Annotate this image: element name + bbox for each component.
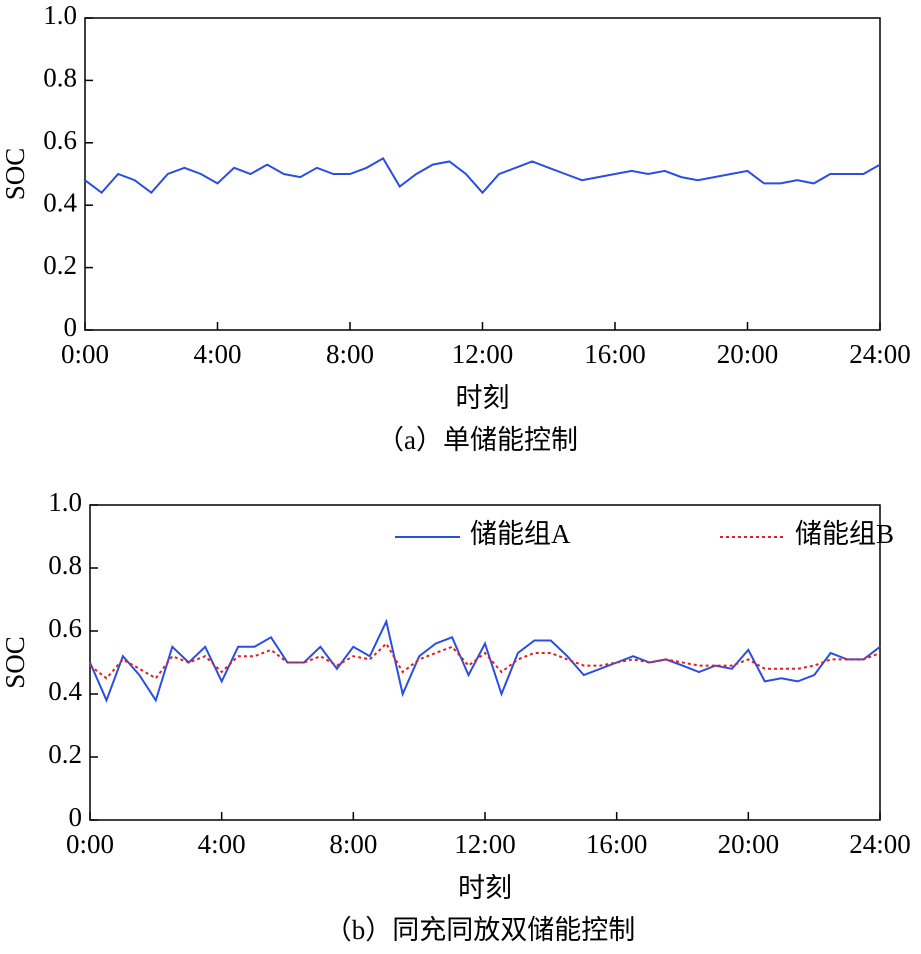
x-tick-label: 20:00 bbox=[717, 339, 779, 369]
legend-label: 储能组B bbox=[795, 519, 894, 549]
x-tick-label: 8:00 bbox=[329, 829, 377, 859]
caption: （b）同充同放双储能控制 bbox=[325, 915, 636, 945]
plot-frame bbox=[84, 17, 881, 331]
x-tick-label: 0:00 bbox=[61, 339, 109, 369]
plot-frame bbox=[89, 504, 881, 821]
x-tick-label: 24:00 bbox=[849, 339, 911, 369]
panel: 0 0.2 0.4 0.6 0.8 1.0 0:00 4:00 8:00 12:00 16:00 20… bbox=[0, 487, 911, 945]
panel: 0 0.2 0.4 0.6 0.8 1.0 0:00 4:00 8:00 12:00 16:00 20… bbox=[0, 0, 911, 455]
y-tick-label: 1.0 bbox=[48, 487, 82, 517]
data-line bbox=[89, 618, 881, 703]
legend-label: 储能组A bbox=[470, 519, 571, 549]
data-line bbox=[84, 157, 881, 195]
y-tick-label: 0.2 bbox=[43, 250, 77, 280]
y-tick-label: 1.0 bbox=[43, 0, 77, 30]
x-tick-label: 20:00 bbox=[718, 829, 780, 859]
x-tick-label: 16:00 bbox=[586, 829, 648, 859]
x-tick-label: 16:00 bbox=[584, 339, 646, 369]
y-tick-label: 0.8 bbox=[43, 63, 77, 93]
x-axis-label: 时刻 bbox=[456, 383, 510, 413]
y-tick-label: 0.6 bbox=[43, 125, 77, 155]
y-tick-label: 0 bbox=[64, 312, 78, 342]
caption: （a）单储能控制 bbox=[377, 425, 578, 455]
x-tick-label: 8:00 bbox=[326, 339, 374, 369]
x-tick-label: 12:00 bbox=[454, 829, 516, 859]
x-tick-label: 24:00 bbox=[849, 829, 911, 859]
x-tick-label: 4:00 bbox=[198, 829, 246, 859]
x-tick-label: 12:00 bbox=[452, 339, 514, 369]
y-tick-label: 0.2 bbox=[48, 739, 82, 769]
x-tick-label: 0:00 bbox=[66, 829, 114, 859]
data-line bbox=[89, 641, 881, 680]
x-tick-label: 4:00 bbox=[193, 339, 241, 369]
y-tick-label: 0.4 bbox=[43, 187, 77, 217]
y-axis-label: SOC bbox=[0, 636, 30, 689]
y-tick-label: 0 bbox=[69, 802, 83, 832]
y-tick-label: 0.8 bbox=[48, 550, 82, 580]
y-tick-label: 0.6 bbox=[48, 613, 82, 643]
y-tick-label: 0.4 bbox=[48, 676, 82, 706]
x-axis-label: 时刻 bbox=[458, 873, 512, 903]
y-axis-label: SOC bbox=[0, 148, 30, 201]
